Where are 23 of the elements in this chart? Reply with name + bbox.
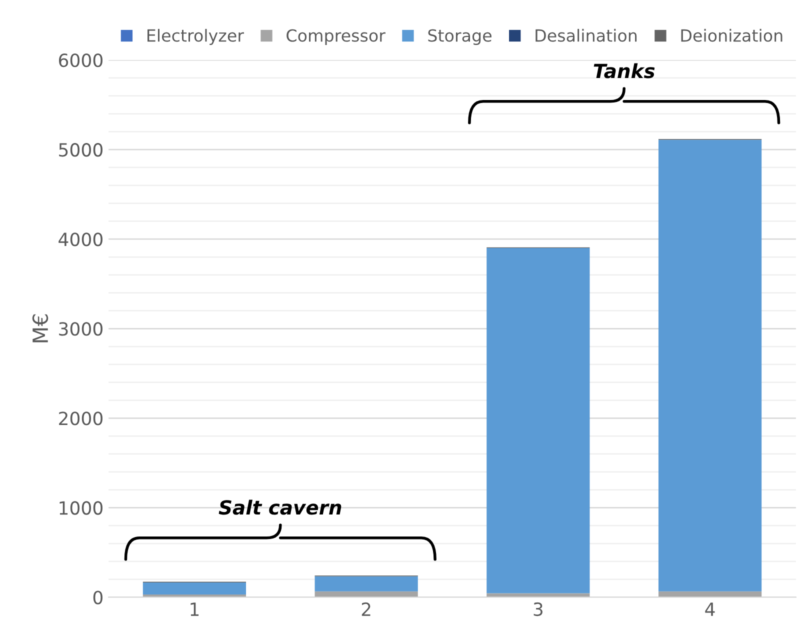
- y-tick-label: 1000: [60, 501, 102, 515]
- annotation: Salt cavern: [218, 500, 342, 515]
- legend-label: Compressor: [286, 29, 386, 46]
- legend-label: Deionization: [681, 28, 782, 42]
- bar: [486, 248, 590, 594]
- x-tick-label: 4: [705, 602, 715, 616]
- x-tick-label: 1: [190, 602, 199, 616]
- annotation: Tanks: [594, 63, 655, 78]
- legend-label: Storage: [428, 29, 492, 46]
- y-tick-label: 0: [93, 590, 102, 604]
- y-tick-label: 5000: [59, 143, 102, 157]
- y-axis-title: M€: [32, 314, 48, 342]
- bar: [314, 576, 418, 592]
- y-tick-label: 2000: [59, 412, 102, 426]
- x-tick-label: 2: [362, 602, 370, 616]
- y-tick-label: 6000: [58, 54, 102, 68]
- y-tick-label: 4000: [58, 232, 102, 246]
- y-tick-label: 3000: [59, 322, 102, 336]
- legend-label: Electrolyzer: [148, 28, 244, 46]
- bar: [142, 582, 246, 595]
- bar: [658, 140, 762, 592]
- legend-label: Desalination: [536, 28, 637, 42]
- x-tick-label: 3: [534, 602, 542, 616]
